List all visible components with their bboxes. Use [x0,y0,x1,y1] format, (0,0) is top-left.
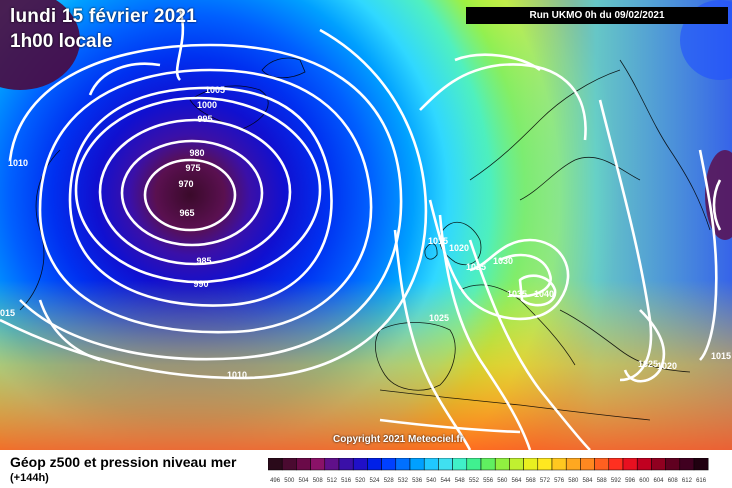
legend-value: 516 [341,478,352,484]
legend-value: 596 [625,478,636,484]
legend-swatch [296,458,311,471]
isobar-label: 1025 [638,359,658,369]
isobar-label: 1010 [227,370,247,380]
isobar-label: 1005 [205,85,225,95]
legend-value: 532 [398,478,409,484]
isobar-labels: 1005 1000 995 980 975 970 965 985 990 1010 1015 101… [0,85,731,380]
isobar-label: 1015 [711,351,731,361]
isobar-label: 1015 [428,236,448,246]
isobar-label: 965 [179,208,194,218]
isobar-label: 1025 [429,313,449,323]
legend-value: 564 [511,478,522,484]
isobar-label: 995 [197,114,212,124]
legend-value: 568 [526,478,537,484]
model-run-label: Run UKMO 0h du 09/02/2021 [466,7,728,24]
isobar-label: 980 [189,148,204,158]
legend-value: 608 [668,478,679,484]
legend-value: 540 [426,478,437,484]
legend-value: 528 [384,478,395,484]
legend-value: 572 [540,478,551,484]
legend-value: 616 [696,478,707,484]
isobar-label: 990 [193,279,208,289]
legend-swatch [423,458,439,471]
legend-swatch [551,458,567,471]
legend-value: 500 [284,478,295,484]
legend-swatch [594,458,610,471]
legend-swatch [494,458,510,471]
legend-value: 584 [582,478,593,484]
legend-swatch [268,458,283,471]
legend-value: 552 [469,478,480,484]
legend-swatch [409,458,425,471]
legend-value: 496 [270,478,281,484]
color-scale-legend: 496 500 504 508 512 516 520 524 528 532 536 540 544 5… [268,458,709,484]
legend-swatch [509,458,524,471]
isobar-label: 985 [196,256,211,266]
legend-value: 544 [440,478,451,484]
legend-value: 524 [369,478,380,484]
forecast-local-time: 1h00 locale [10,31,113,52]
legend-value: 612 [682,478,693,484]
legend-value: 588 [597,478,608,484]
isobars [0,9,722,450]
legend-swatch [523,458,539,471]
forecast-date: lundi 15 février 2021 [10,6,197,27]
legend-swatch [466,458,482,471]
legend-swatch [367,458,382,471]
legend-swatch [452,458,468,471]
isobar-label: 1030 [493,256,513,266]
legend-value: 512 [327,478,338,484]
legend-value: 604 [653,478,664,484]
isobar-label: 1010 [8,158,28,168]
isobar-label: 1035 [507,289,527,299]
isobar-label: 1020 [657,361,677,371]
isobar-label: 1040 [534,289,554,299]
legend-swatch [352,458,368,471]
legend-swatch [281,458,297,471]
legend-swatch [580,458,595,471]
legend-swatch [395,458,411,471]
legend-swatch [438,458,453,471]
legend-swatch [679,458,695,471]
legend-swatch [310,458,326,471]
forecast-lead-time: (+144h) [10,472,49,484]
copyright-text: Copyright 2021 Meteociel.fr [333,434,464,445]
legend-value: 536 [412,478,423,484]
isobar-label: 1020 [449,243,469,253]
isobar-label: 1025 [466,262,486,272]
legend-swatch [608,458,624,471]
isobar-label: 1015 [0,308,15,318]
legend-swatch [665,458,681,471]
legend-swatch [636,458,652,471]
map-title: Géop z500 et pression niveau mer [10,454,237,470]
isobar-label: 975 [185,163,200,173]
legend-swatch [693,458,709,471]
legend-swatch [338,458,354,471]
isobar-label: 1000 [197,100,217,110]
geopotential-map: 1005 1000 995 980 975 970 965 985 990 1010 1015 101… [0,0,732,450]
legend-swatch [537,458,553,471]
legend-value: 580 [568,478,579,484]
legend-swatch [622,458,638,471]
legend-swatch [565,458,581,471]
legend-value: 548 [455,478,466,484]
legend-value: 576 [554,478,565,484]
legend-swatch [480,458,496,471]
legend-value: 520 [355,478,366,484]
legend-swatch [651,458,666,471]
legend-value: 504 [298,478,309,484]
legend-value: 560 [497,478,508,484]
legend-swatch [324,458,340,471]
isobar-label: 970 [178,179,193,189]
legend-value: 592 [611,478,622,484]
legend-value: 556 [483,478,494,484]
legend-swatch [381,458,397,471]
legend-value: 508 [313,478,324,484]
legend-value: 600 [639,478,650,484]
